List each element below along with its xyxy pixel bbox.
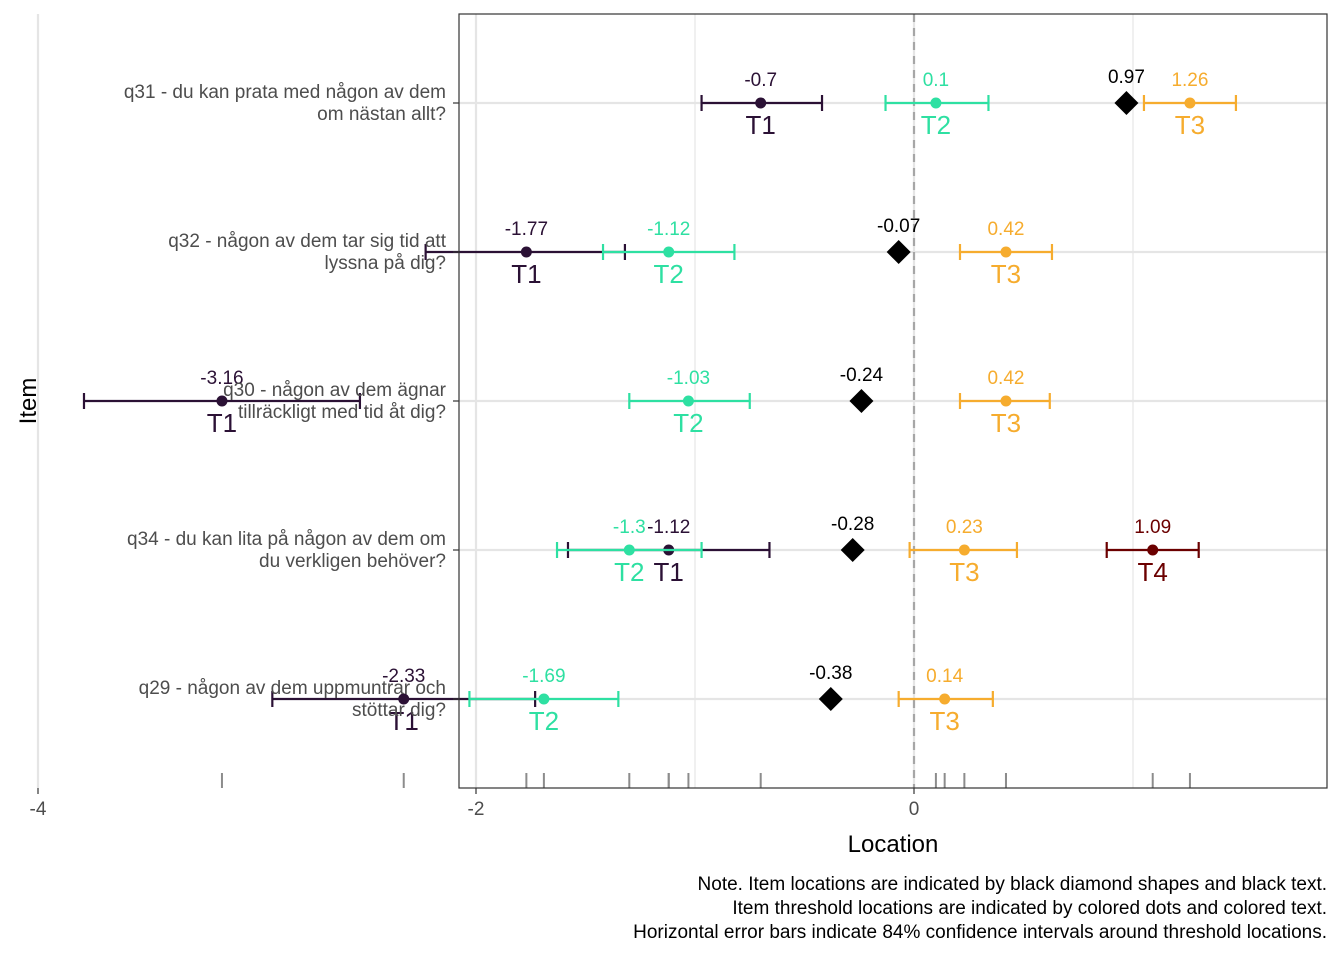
threshold-point xyxy=(623,544,635,556)
threshold-name-label: T3 xyxy=(929,706,959,736)
x-axis-title: Location xyxy=(848,831,939,858)
threshold-name-label: T3 xyxy=(1175,110,1205,140)
threshold-value-label: 1.26 xyxy=(1171,70,1208,91)
threshold-point xyxy=(538,693,550,705)
threshold-point xyxy=(398,693,410,705)
y-tick-label: q30 - någon av dem ägnar xyxy=(223,380,447,401)
threshold-point xyxy=(958,544,970,556)
item-location-label: -0.38 xyxy=(809,663,852,684)
threshold-value-label: 0.14 xyxy=(926,666,963,687)
threshold-value-label: -1.12 xyxy=(647,517,690,538)
item-location-label: -0.07 xyxy=(877,216,920,237)
y-tick-label: q31 - du kan prata med någon av dem xyxy=(124,82,446,103)
threshold-value-label: -1.77 xyxy=(505,219,548,240)
threshold-point xyxy=(682,395,694,407)
threshold-value-label: 1.09 xyxy=(1134,517,1171,538)
item-location-label: -0.24 xyxy=(840,365,884,386)
threshold-name-label: T1 xyxy=(654,557,684,587)
note-line-1: Note. Item locations are indicated by bl… xyxy=(698,874,1327,895)
threshold-name-label: T4 xyxy=(1138,557,1168,587)
threshold-point xyxy=(520,246,532,258)
threshold-point xyxy=(930,97,942,109)
note-line-2: Item threshold locations are indicated b… xyxy=(732,898,1327,919)
y-tick-label: lyssna på dig? xyxy=(325,253,446,274)
threshold-value-label: -1.12 xyxy=(647,219,690,240)
y-tick-label: q29 - någon av dem uppmuntrar och xyxy=(139,678,446,699)
threshold-point xyxy=(755,97,767,109)
threshold-name-label: T1 xyxy=(207,408,237,438)
threshold-name-label: T1 xyxy=(746,110,776,140)
threshold-name-label: T1 xyxy=(389,706,419,736)
item-location-diamond xyxy=(849,389,874,413)
threshold-value-label: 0.1 xyxy=(923,70,949,91)
threshold-name-label: T3 xyxy=(991,259,1021,289)
y-axis-title: Item xyxy=(15,378,42,425)
threshold-name-label: T2 xyxy=(921,110,951,140)
threshold-point xyxy=(1147,544,1159,556)
threshold-point xyxy=(939,693,951,705)
x-tick-label: -2 xyxy=(468,799,485,820)
threshold-point xyxy=(1000,246,1012,258)
y-tick-label: tillräckligt med tid åt dig? xyxy=(238,402,446,423)
data-marks: -0.7T10.1T21.26T33.21T40.97-1.77T1-1.12T… xyxy=(82,67,1238,736)
y-tick-label: stöttar dig? xyxy=(352,700,446,721)
note-line-3: Horizontal error bars indicate 84% confi… xyxy=(633,922,1327,943)
rug-marks xyxy=(220,773,1191,788)
threshold-name-label: T2 xyxy=(614,557,644,587)
y-tick-label: du verkligen behöver? xyxy=(259,551,446,572)
y-tick-label: om nästan allt? xyxy=(317,104,446,125)
item-location-diamond xyxy=(886,240,911,264)
threshold-name-label: T2 xyxy=(529,706,559,736)
item-location-label: 0.97 xyxy=(1108,67,1145,88)
item-location-diamond xyxy=(1114,91,1139,115)
threshold-name-label: T3 xyxy=(949,557,979,587)
item-location-diamond xyxy=(840,538,865,562)
y-tick-label: q32 - någon av dem tar sig tid att xyxy=(168,231,446,252)
item-location-diamond xyxy=(818,687,843,711)
x-axis: -4-202 xyxy=(30,788,920,820)
threshold-point xyxy=(1000,395,1012,407)
threshold-value-label: -1.3 xyxy=(613,517,646,538)
threshold-value-label: -1.03 xyxy=(667,368,710,389)
threshold-value-label: 0.42 xyxy=(987,219,1024,240)
x-tick-label: 0 xyxy=(909,799,920,820)
x-tick-label: -4 xyxy=(30,799,47,820)
threshold-value-label: 0.23 xyxy=(946,517,983,538)
threshold-value-label: 0.42 xyxy=(987,368,1024,389)
threshold-name-label: T1 xyxy=(511,259,541,289)
y-tick-label: q34 - du kan lita på någon av dem om xyxy=(127,529,446,550)
threshold-name-label: T2 xyxy=(673,408,703,438)
threshold-point xyxy=(216,395,228,407)
threshold-value-label: -3.16 xyxy=(200,368,243,389)
threshold-value-label: -1.69 xyxy=(522,666,565,687)
threshold-name-label: T3 xyxy=(991,408,1021,438)
threshold-point xyxy=(1184,97,1196,109)
threshold-point xyxy=(663,246,675,258)
threshold-value-label: -0.7 xyxy=(744,70,777,91)
threshold-name-label: T2 xyxy=(654,259,684,289)
item-location-label: -0.28 xyxy=(831,514,874,535)
threshold-value-label: -2.33 xyxy=(382,666,425,687)
